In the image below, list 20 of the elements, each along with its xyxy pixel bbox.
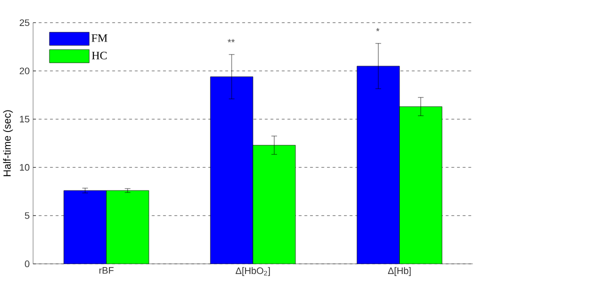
y-tick-label: 15 <box>20 116 30 122</box>
x-tick-label: rBF <box>99 267 114 274</box>
y-axis-title: Half-time (sec) <box>3 110 13 176</box>
y-tick-label: 20 <box>20 68 30 74</box>
y-tick-label: 10 <box>20 164 30 171</box>
legend-label: FM <box>92 34 108 42</box>
bar <box>64 190 107 264</box>
bar <box>399 106 442 264</box>
legend-label: HC <box>92 52 107 60</box>
bar <box>106 190 150 264</box>
y-tick-label: 0 <box>24 260 30 268</box>
y-tick-label: 5 <box>24 212 30 219</box>
annotation: * <box>376 28 380 32</box>
bar <box>252 144 296 264</box>
x-tick-label: Δ[Hb] <box>388 267 411 276</box>
annotation: ** <box>228 39 235 42</box>
x-tick-label: Δ[HbO$_{2}$] <box>236 267 270 276</box>
bar <box>356 66 400 264</box>
bar <box>210 76 254 264</box>
y-tick-label: 25 <box>20 19 30 26</box>
